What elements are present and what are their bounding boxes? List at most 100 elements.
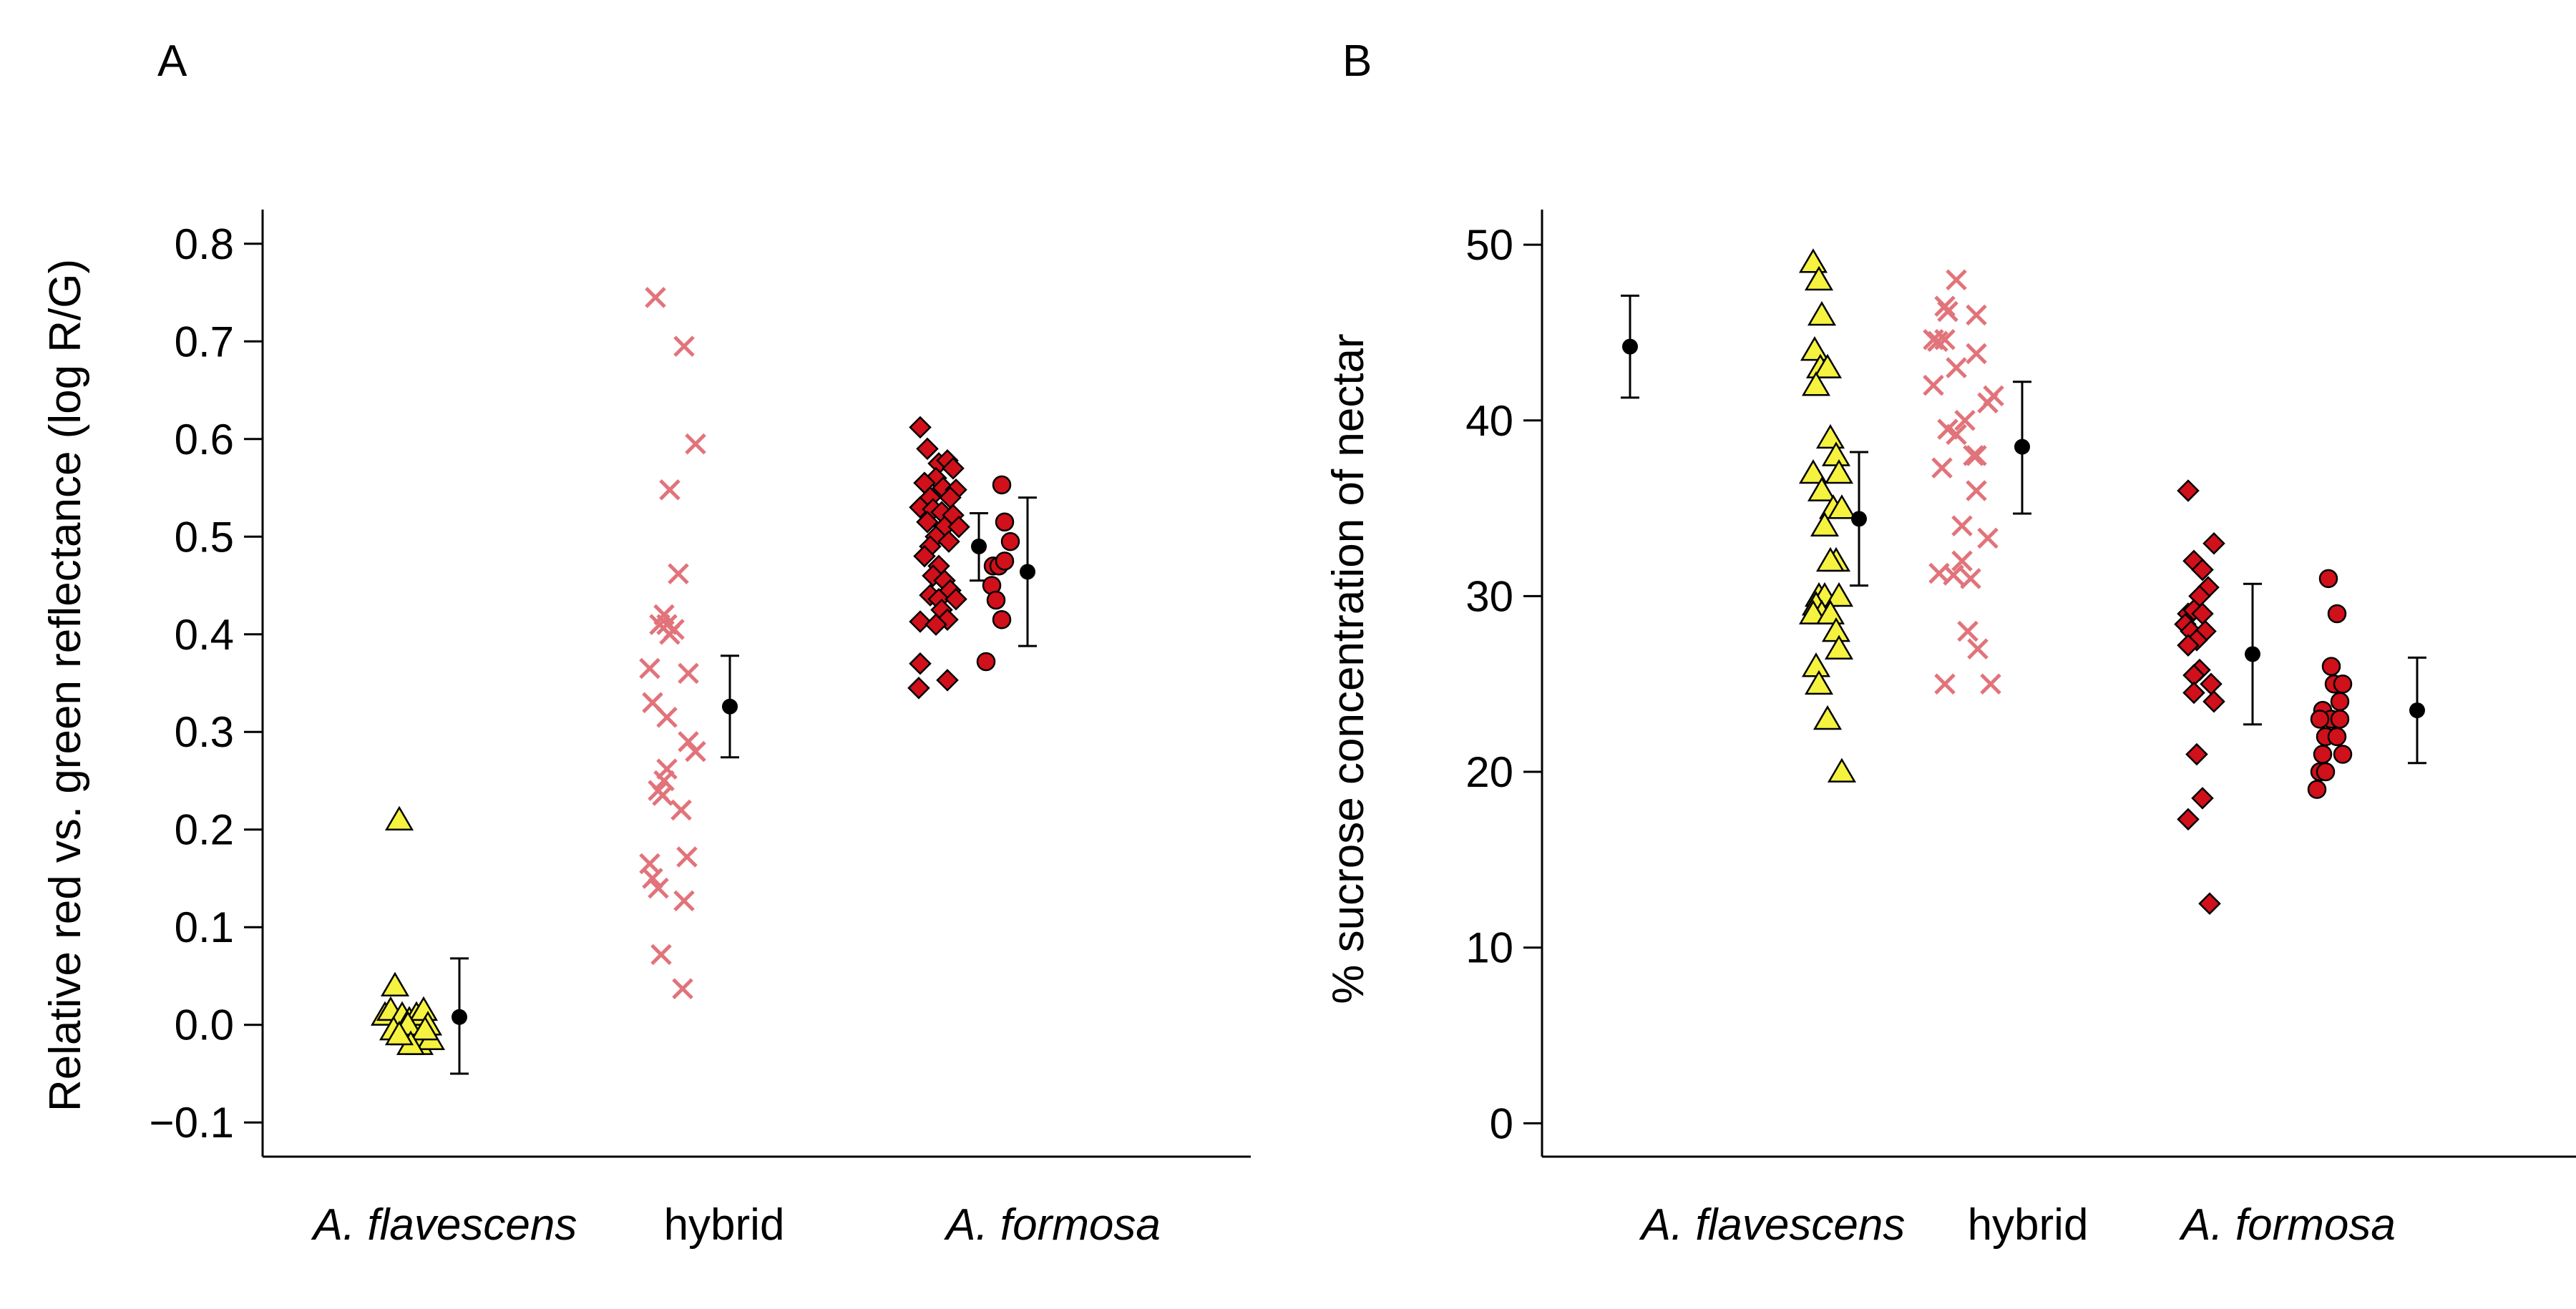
b-triangle-point bbox=[1798, 599, 1828, 624]
a-diamond-point bbox=[947, 515, 970, 539]
y-tick-label-b: 20 bbox=[1465, 748, 1513, 796]
a-circle-point bbox=[992, 475, 1012, 495]
y-tick-label-a: 0.3 bbox=[175, 708, 234, 756]
a-triangle-point bbox=[384, 805, 414, 830]
b-x-point bbox=[1943, 564, 1964, 586]
y-tick-label-a: 0.2 bbox=[175, 806, 234, 854]
b-x-point bbox=[1951, 550, 1973, 572]
a-x-point bbox=[668, 563, 689, 584]
a-x-point bbox=[673, 890, 695, 912]
b-x-point bbox=[1960, 568, 1981, 589]
y-tick-label-a: 0.1 bbox=[175, 903, 234, 951]
y-tick-label-a: 0.0 bbox=[175, 1001, 234, 1049]
b-diamond-point bbox=[2198, 892, 2221, 916]
b-x-point bbox=[1951, 515, 1973, 536]
a-mean-point bbox=[722, 698, 738, 715]
b-diamond-point bbox=[2185, 742, 2208, 766]
a-x-point bbox=[652, 785, 673, 806]
b-circle-point bbox=[2321, 657, 2341, 676]
a-x-point bbox=[676, 846, 698, 868]
a-circle-point bbox=[995, 512, 1015, 532]
panel-label-b: B bbox=[1342, 36, 1372, 86]
data-marks-b bbox=[1621, 248, 2426, 916]
y-tick-label-a: 0.7 bbox=[175, 318, 234, 366]
y-tick-label-b: 0 bbox=[1490, 1099, 1513, 1147]
a-triangle-point bbox=[384, 1020, 414, 1046]
b-diamond-point bbox=[2202, 531, 2225, 555]
b-triangle-point bbox=[1815, 423, 1845, 449]
b-triangle-point bbox=[1827, 494, 1857, 519]
a-x-point bbox=[656, 707, 678, 728]
b-triangle-point bbox=[1804, 670, 1834, 695]
a-x-point bbox=[659, 479, 680, 501]
a-mean-point bbox=[971, 538, 987, 554]
b-circle-point bbox=[2316, 762, 2336, 782]
a-triangle-point bbox=[380, 971, 410, 996]
b-x-point bbox=[1946, 269, 1967, 291]
b-x-point bbox=[1966, 304, 1987, 326]
a-circle-point bbox=[1000, 531, 1020, 551]
b-x-point bbox=[1980, 673, 2001, 695]
b-triangle-point bbox=[1804, 265, 1834, 291]
y-ticks-b: 0 10 20 30 40 50 bbox=[1465, 221, 1542, 1147]
a-diamond-point bbox=[909, 652, 932, 675]
b-triangle-point bbox=[1824, 634, 1854, 660]
b-circle-point bbox=[2333, 674, 2353, 694]
b-mean-point bbox=[2409, 702, 2425, 719]
b-triangle-point bbox=[1827, 758, 1857, 783]
b-circle-point bbox=[2310, 710, 2330, 729]
a-circle-point bbox=[986, 590, 1006, 610]
a-diamond-point bbox=[945, 587, 967, 611]
b-triangle-point bbox=[1801, 371, 1831, 396]
a-triangle-point bbox=[410, 1016, 440, 1041]
category-label-b-hybrid: hybrid bbox=[1968, 1200, 2089, 1250]
b-triangle-point bbox=[1798, 248, 1828, 273]
panel-a: A Relative red vs. green reflectance (lo… bbox=[41, 36, 1251, 1250]
a-circle-point bbox=[995, 551, 1015, 571]
y-tick-label-b: 50 bbox=[1465, 221, 1513, 269]
y-tick-label-a: 0.6 bbox=[175, 416, 234, 464]
y-tick-label-b: 30 bbox=[1465, 572, 1513, 620]
b-circle-point bbox=[2327, 604, 2347, 624]
b-diamond-point bbox=[2191, 558, 2214, 582]
b-circle-point bbox=[2318, 569, 2338, 589]
b-diamond-point bbox=[2200, 672, 2223, 695]
b-triangle-point bbox=[1810, 511, 1840, 537]
a-x-point bbox=[678, 662, 699, 685]
a-x-point bbox=[642, 868, 663, 889]
category-labels-b: A. flavescens hybrid A. formosa bbox=[1639, 1200, 2396, 1250]
y-tick-label-b: 10 bbox=[1465, 924, 1513, 972]
b-x-point bbox=[1957, 620, 1979, 642]
b-x-point bbox=[1934, 673, 1956, 695]
data-marks-a bbox=[370, 287, 1037, 1075]
b-triangle-point bbox=[1813, 353, 1843, 378]
b-x-point bbox=[1931, 457, 1953, 479]
a-diamond-point bbox=[916, 511, 939, 534]
a-x-point bbox=[672, 978, 693, 999]
y-tick-label-a: 0.5 bbox=[175, 513, 234, 561]
b-diamond-point bbox=[2177, 479, 2200, 502]
y-ticks-a: −0.1 0.0 0.1 0.2 0.3 0.4 0.5 0.6 0.7 0.8 bbox=[150, 220, 263, 1147]
b-x-point bbox=[1977, 527, 1999, 549]
b-mean-point bbox=[1851, 511, 1867, 527]
a-diamond-point bbox=[913, 544, 936, 568]
b-triangle-point bbox=[1798, 459, 1828, 484]
a-diamond-point bbox=[924, 613, 947, 636]
b-mean-point bbox=[2014, 438, 2030, 455]
a-x-point bbox=[639, 657, 660, 680]
b-circle-point bbox=[2327, 727, 2347, 747]
y-tick-label-b: 40 bbox=[1465, 397, 1513, 445]
a-diamond-point bbox=[907, 677, 930, 700]
b-circle-point bbox=[2330, 710, 2350, 729]
b-x-point bbox=[1966, 480, 1987, 501]
b-diamond-point bbox=[2191, 787, 2214, 810]
y-tick-label-a: 0.4 bbox=[175, 611, 234, 659]
a-mean-point bbox=[452, 1009, 467, 1025]
b-x-point bbox=[1963, 445, 1984, 466]
a-mean-point bbox=[1020, 564, 1035, 580]
b-triangle-point bbox=[1801, 652, 1831, 677]
b-circle-point bbox=[2307, 780, 2327, 799]
b-x-point bbox=[1967, 638, 1989, 660]
b-x-point bbox=[1946, 357, 1967, 378]
category-label-b-formosa: A. formosa bbox=[2178, 1200, 2396, 1250]
